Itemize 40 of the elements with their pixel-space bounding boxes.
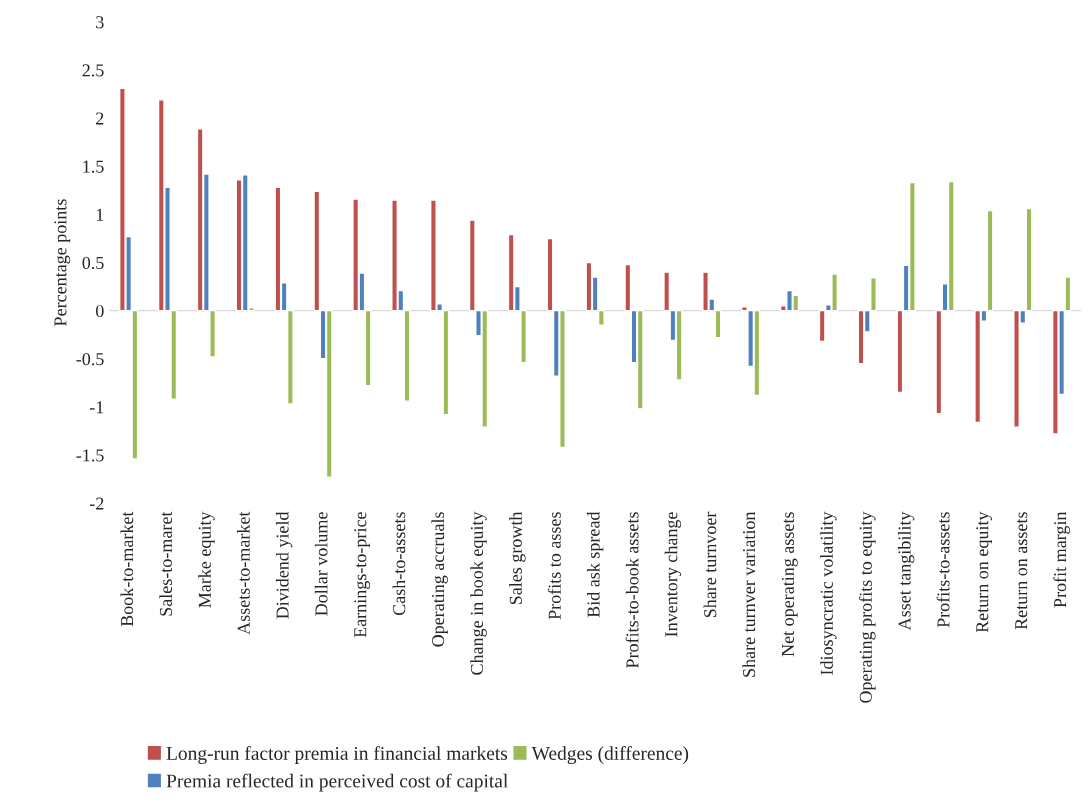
y-tick-label: 3	[96, 16, 104, 29]
x-tick-label: Marke equity	[198, 511, 215, 608]
y-tick-label: 2	[96, 112, 104, 125]
x-tick-label: Assets-to-market	[237, 511, 250, 635]
x-tick-label: Dividend yield	[275, 511, 293, 619]
x-tick-label: Operating accruals	[431, 512, 448, 647]
x-tick-label: Return on equity	[976, 511, 993, 633]
x-tick-label: Bid ask spread	[586, 511, 604, 618]
x-tick-label: Net operating assets	[781, 512, 798, 657]
legend-label: Wedges (difference)	[531, 746, 689, 764]
y-axis-title: Percentage points	[54, 199, 71, 326]
y-tick-label: -1.5	[76, 449, 104, 462]
y-tick-label: -2	[89, 497, 104, 510]
x-tick-label: Sales growth	[509, 511, 526, 605]
x-tick-label: Inventory change	[664, 512, 682, 637]
x-tick-label: Earnings-to-price	[354, 512, 371, 638]
x-tick-label: Profits to asses	[547, 512, 561, 620]
y-tick-label: 0	[96, 304, 104, 318]
x-tick-label: Profit margin	[1053, 511, 1070, 608]
y-tick-label: -0.5	[76, 353, 104, 366]
x-tick-label: Dollar volume	[314, 512, 328, 616]
x-tick-label: Idiosyncratic volatility	[820, 511, 837, 675]
x-tick-label: Operating profits to equity	[858, 511, 876, 703]
y-tick-label: 0.5	[82, 256, 104, 270]
y-tick-label: 2.5	[82, 64, 104, 77]
x-tick-label: Share turnvoer	[703, 511, 717, 618]
x-tick-label: Profits-to-assets	[936, 512, 950, 628]
x-tick-label: Change in book equity	[470, 511, 487, 675]
x-tick-label: Book-to-market	[120, 511, 134, 627]
x-tick-label: Return on assets	[1015, 512, 1028, 630]
y-tick-label: -1	[89, 401, 104, 414]
x-tick-label: Cash-to-assets	[392, 512, 406, 616]
legend-label: Long-run factor premia in financial markets	[166, 746, 508, 764]
y-tick-label: 1.5	[83, 160, 104, 173]
x-tick-label: Share turnver variation	[742, 511, 756, 677]
x-tick-label: Profits-to-book assets	[625, 512, 639, 668]
legend-label: Premia reflected in perceived cost of capital	[166, 773, 508, 792]
x-tick-label: Sales-to-maret	[159, 511, 173, 616]
x-tick-label: Asset tangibility	[897, 511, 915, 631]
y-tick-label: 1	[96, 208, 104, 221]
